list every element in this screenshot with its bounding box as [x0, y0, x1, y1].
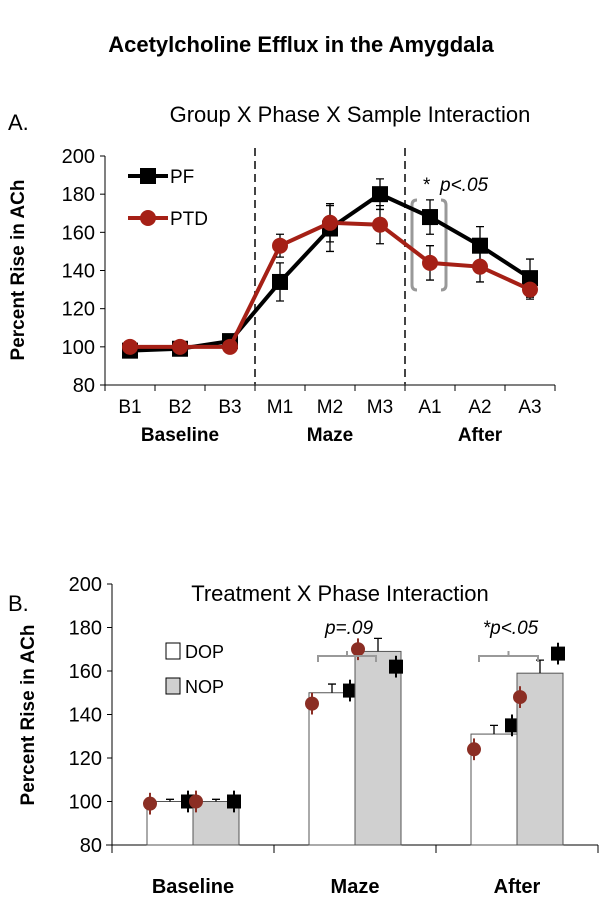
legend-label: PTD: [170, 209, 208, 230]
pf-point: [227, 794, 241, 809]
significance-bracket: [478, 651, 539, 662]
data-point: [122, 338, 138, 355]
y-tick-label: 140: [69, 705, 102, 727]
pf-point: [551, 646, 565, 661]
y-tick-label: 80: [80, 835, 102, 857]
bar-nop: [354, 650, 402, 846]
x-tick-label: Baseline: [152, 876, 234, 898]
significance-label: *p<.05: [483, 618, 539, 639]
significance-bracket: [440, 198, 448, 292]
y-tick-label: 120: [62, 299, 95, 321]
ptd-point: [305, 696, 319, 711]
pf-point: [389, 659, 403, 674]
legend-marker: [140, 210, 156, 226]
ptd-point: [351, 642, 365, 657]
x-tick-label: M1: [267, 397, 293, 418]
y-tick-label: 160: [62, 222, 95, 244]
significance-label: p=.09: [324, 618, 374, 639]
series-ptd: PTD: [122, 203, 538, 355]
y-tick-label: 200: [69, 574, 102, 596]
legend-swatch-nop: [165, 677, 181, 695]
panel-b-title: Treatment X Phase Interaction: [191, 581, 489, 606]
panel-b-ylabel: Percent Rise in ACh: [18, 625, 39, 806]
legend-swatch-dop: [165, 642, 181, 660]
panel-a-title: Group X Phase X Sample Interaction: [170, 102, 531, 127]
legend-marker: [140, 168, 156, 184]
phase-label: After: [458, 425, 503, 446]
y-tick-label: 200: [62, 146, 95, 168]
phase-label: Maze: [307, 425, 353, 446]
significance-bracket: [317, 651, 377, 662]
data-point: [372, 216, 388, 233]
data-point: [172, 338, 188, 355]
x-tick-label: After: [494, 876, 541, 898]
pf-point: [505, 718, 519, 733]
pf-point: [343, 683, 357, 698]
data-point: [322, 214, 338, 231]
data-point: [522, 281, 538, 298]
data-point: [422, 254, 438, 271]
data-point: [372, 186, 388, 203]
panel-a-ylabel: Percent Rise in ACh: [8, 180, 29, 361]
x-tick-label: M2: [317, 397, 343, 418]
data-point: [422, 209, 438, 226]
figure-title: Acetylcholine Efflux in the Amygdala: [108, 32, 494, 57]
ptd-point: [513, 690, 527, 705]
x-tick-label: B1: [118, 397, 141, 418]
x-tick-label: A3: [518, 397, 541, 418]
data-point: [272, 273, 288, 290]
y-tick-label: 100: [62, 337, 95, 359]
legend-label: PF: [170, 167, 194, 188]
y-tick-label: 100: [69, 792, 102, 814]
significance-bracket: [410, 198, 418, 292]
ptd-point: [143, 796, 157, 811]
y-tick-label: 80: [73, 375, 95, 397]
ptd-point: [467, 742, 481, 757]
ptd-point: [189, 794, 203, 809]
legend-label: DOP: [185, 642, 224, 662]
legend-label: NOP: [185, 677, 224, 697]
x-tick-label: B3: [218, 397, 241, 418]
data-point: [472, 237, 488, 254]
error-bar: [166, 798, 174, 802]
x-tick-label: A1: [418, 397, 441, 418]
y-tick-label: 160: [69, 661, 102, 683]
y-tick-label: 140: [62, 261, 95, 283]
significance-label: p<.05: [439, 175, 489, 196]
x-tick-label: A2: [468, 397, 491, 418]
y-tick-label: 120: [69, 748, 102, 770]
error-bar: [374, 637, 382, 652]
x-tick-label: Maze: [331, 876, 380, 898]
x-tick-label: M3: [367, 397, 393, 418]
significance-star: *: [423, 175, 431, 196]
data-point: [272, 237, 288, 254]
error-bar: [328, 683, 336, 693]
phase-label: Baseline: [141, 425, 219, 446]
bar-dop: [308, 692, 356, 846]
y-tick-label: 180: [69, 618, 102, 640]
panel-b-label: B.: [8, 591, 29, 616]
x-tick-label: B2: [168, 397, 191, 418]
error-bar: [212, 798, 220, 802]
error-bar: [490, 724, 498, 735]
data-point: [222, 338, 238, 355]
data-point: [472, 258, 488, 275]
error-bar: [536, 659, 544, 674]
data-point: [522, 270, 538, 287]
panel-a-label: A.: [8, 110, 29, 135]
y-tick-label: 180: [62, 184, 95, 206]
